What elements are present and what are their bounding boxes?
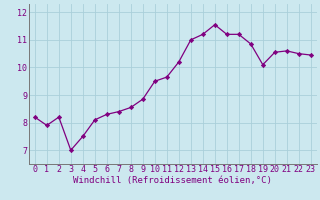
X-axis label: Windchill (Refroidissement éolien,°C): Windchill (Refroidissement éolien,°C) xyxy=(73,176,272,185)
